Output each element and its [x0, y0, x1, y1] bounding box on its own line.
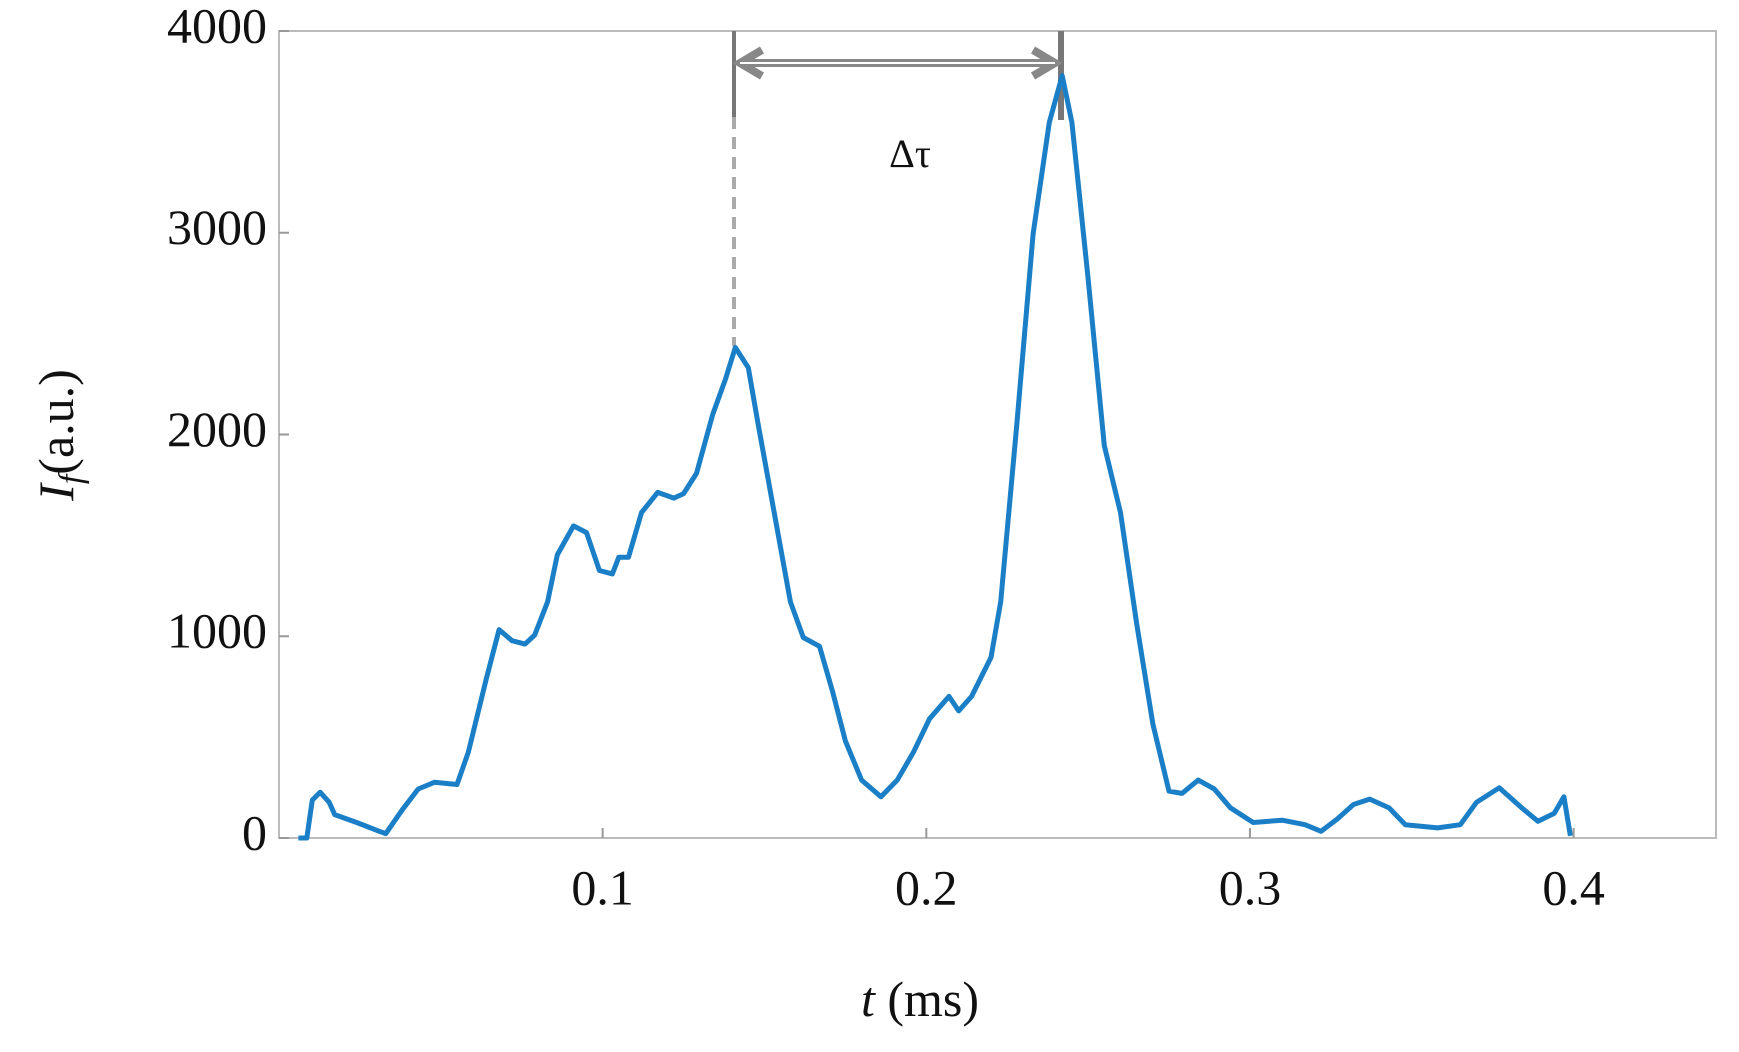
y-tick-label: 1000	[167, 603, 267, 659]
plot-frame	[278, 30, 1717, 839]
x-tick-label: 0.4	[1542, 859, 1605, 915]
y-tick-label: 0	[242, 804, 267, 860]
x-tick-label: 0.1	[571, 859, 634, 915]
line-series	[298, 73, 1573, 841]
x-unit: (ms)	[887, 971, 979, 1027]
y-tick-label: 2000	[167, 401, 267, 457]
y-axis-label: If(a.u.)	[28, 369, 89, 502]
x-axis-label: t (ms)	[861, 971, 979, 1027]
x-tick-label: 0.3	[1219, 859, 1282, 915]
y-tick-label: 3000	[167, 199, 267, 255]
y-unit: (a.u.)	[28, 369, 84, 475]
delta-tau-annotation: Δτ	[732, 31, 1064, 346]
y-tick-label: 4000	[167, 0, 267, 53]
y-symbol: I	[28, 482, 84, 502]
x-symbol: t	[861, 971, 876, 1027]
annotation: Δτ	[889, 131, 931, 176]
x-tick-label: 0.2	[895, 859, 958, 915]
